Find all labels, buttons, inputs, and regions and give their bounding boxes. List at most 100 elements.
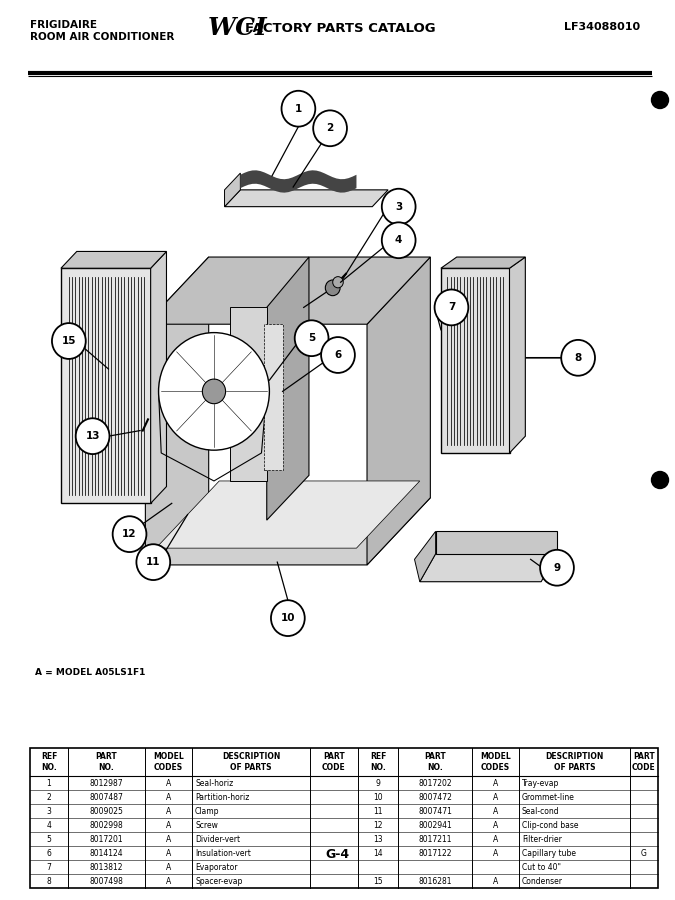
Text: Screw: Screw: [195, 821, 218, 830]
Circle shape: [325, 280, 340, 296]
Text: ROOM AIR CONDITIONER: ROOM AIR CONDITIONER: [30, 32, 174, 42]
Text: Filter-drier: Filter-drier: [522, 834, 562, 843]
Circle shape: [271, 600, 304, 636]
Circle shape: [382, 189, 416, 225]
Text: FRIGIDAIRE: FRIGIDAIRE: [30, 20, 97, 30]
Text: 9: 9: [554, 562, 560, 572]
Text: PART
NO.: PART NO.: [424, 752, 446, 771]
Text: A = MODEL A05LS1F1: A = MODEL A05LS1F1: [35, 668, 145, 677]
Text: 8012987: 8012987: [90, 778, 124, 788]
Text: 15: 15: [373, 877, 383, 886]
Text: 8002941: 8002941: [418, 821, 452, 830]
Polygon shape: [435, 531, 557, 554]
Text: Spacer-evap: Spacer-evap: [195, 877, 242, 886]
Text: Insulation-vert: Insulation-vert: [195, 849, 251, 858]
Text: DESCRIPTION
OF PARTS: DESCRIPTION OF PARTS: [545, 752, 603, 771]
Text: A: A: [166, 834, 171, 843]
Circle shape: [435, 290, 468, 325]
Circle shape: [281, 91, 315, 127]
Text: Seal-horiz: Seal-horiz: [195, 778, 234, 788]
Text: 1: 1: [295, 104, 302, 113]
Text: 8007472: 8007472: [418, 793, 452, 802]
Text: REF
NO.: REF NO.: [40, 752, 57, 771]
Text: 3: 3: [395, 202, 402, 211]
Text: Grommet-line: Grommet-line: [522, 793, 575, 802]
Text: 14: 14: [373, 849, 383, 858]
Polygon shape: [61, 268, 151, 503]
Circle shape: [313, 111, 347, 146]
Text: 8017211: 8017211: [418, 834, 452, 843]
Text: A: A: [166, 821, 171, 830]
Text: 12: 12: [122, 529, 137, 539]
Text: 2: 2: [327, 123, 333, 133]
Polygon shape: [145, 257, 209, 565]
Text: 7: 7: [448, 302, 455, 312]
Text: 8007498: 8007498: [90, 877, 124, 886]
Text: Clip-cond base: Clip-cond base: [522, 821, 578, 830]
Text: 10: 10: [281, 613, 295, 623]
Text: Capillary tube: Capillary tube: [522, 849, 576, 858]
Text: 11: 11: [373, 806, 383, 815]
Circle shape: [651, 92, 668, 109]
Text: 8017201: 8017201: [90, 834, 124, 843]
Polygon shape: [510, 257, 525, 453]
Text: 11: 11: [146, 557, 161, 567]
Text: PART
CODE: PART CODE: [322, 752, 346, 771]
Text: Clamp: Clamp: [195, 806, 219, 815]
Text: A: A: [166, 877, 171, 886]
Text: 9: 9: [375, 778, 381, 788]
Polygon shape: [414, 531, 435, 581]
Polygon shape: [367, 257, 431, 565]
Polygon shape: [420, 554, 557, 581]
Circle shape: [136, 544, 170, 580]
Text: 6: 6: [47, 849, 51, 858]
Polygon shape: [264, 324, 283, 470]
Text: A: A: [493, 778, 498, 788]
Text: PART
CODE: PART CODE: [632, 752, 656, 771]
Text: A: A: [493, 793, 498, 802]
Polygon shape: [441, 257, 525, 268]
Polygon shape: [145, 498, 431, 565]
Text: A: A: [493, 806, 498, 815]
Text: 5: 5: [308, 333, 315, 343]
Text: A: A: [166, 793, 171, 802]
Text: 8: 8: [574, 353, 582, 363]
Polygon shape: [225, 173, 240, 207]
Text: 8013812: 8013812: [90, 862, 124, 871]
Text: A: A: [493, 849, 498, 858]
Text: 3: 3: [47, 806, 51, 815]
Text: 6: 6: [334, 350, 342, 360]
Text: 12: 12: [373, 821, 383, 830]
Text: 8017202: 8017202: [418, 778, 452, 788]
Text: REF
NO.: REF NO.: [370, 752, 386, 771]
Text: Seal-cond: Seal-cond: [522, 806, 560, 815]
Text: Evaporator: Evaporator: [195, 862, 238, 871]
Circle shape: [76, 418, 109, 454]
Text: 15: 15: [61, 336, 76, 346]
Text: Partition-horiz: Partition-horiz: [195, 793, 249, 802]
Circle shape: [295, 320, 329, 356]
Circle shape: [321, 338, 355, 373]
Text: 8009025: 8009025: [90, 806, 124, 815]
Text: 8007471: 8007471: [418, 806, 452, 815]
Text: WCI: WCI: [208, 16, 268, 40]
Text: A: A: [166, 862, 171, 871]
Text: 4: 4: [47, 821, 51, 830]
Text: 2: 2: [47, 793, 51, 802]
Text: 1: 1: [47, 778, 51, 788]
Text: MODEL
CODES: MODEL CODES: [153, 752, 184, 771]
Text: Cut to 40": Cut to 40": [522, 862, 561, 871]
Circle shape: [561, 340, 595, 375]
Text: A: A: [493, 877, 498, 886]
Circle shape: [382, 222, 416, 258]
Polygon shape: [267, 257, 309, 520]
Text: 8002998: 8002998: [90, 821, 124, 830]
Text: 10: 10: [373, 793, 383, 802]
Circle shape: [333, 276, 344, 288]
Text: 7: 7: [47, 862, 51, 871]
Circle shape: [540, 550, 574, 586]
Polygon shape: [230, 308, 267, 481]
Text: 8007487: 8007487: [90, 793, 124, 802]
Text: LF34088010: LF34088010: [564, 22, 640, 32]
Polygon shape: [145, 257, 431, 324]
